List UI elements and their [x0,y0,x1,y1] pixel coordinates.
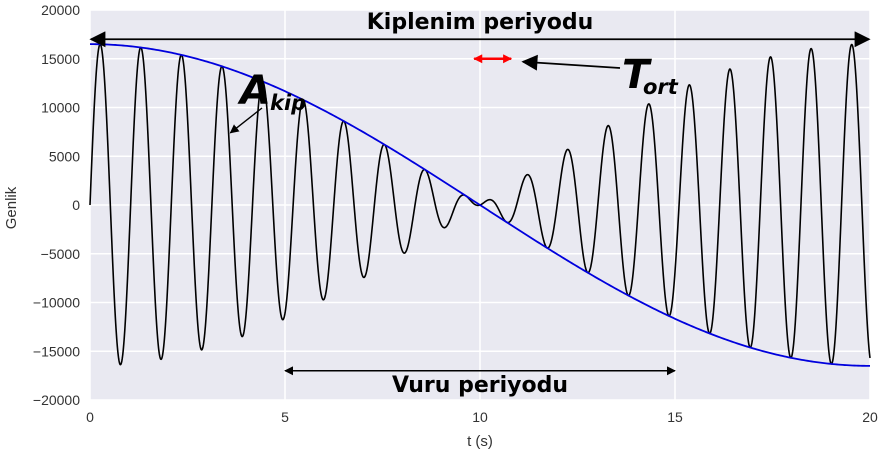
amplitude-symbol: A [237,68,271,114]
y-axis-label: Genlik [3,186,20,229]
x-tick-label: 15 [667,409,683,425]
x-axis-label: t (s) [467,433,493,450]
average-period-subscript: ort [643,75,679,99]
average-period-symbol: T [622,52,652,98]
y-tick-label: −5000 [41,246,81,262]
amplitude-subscript: kip [270,91,306,115]
y-tick-label: 15000 [41,51,80,67]
y-tick-label: −20000 [33,392,80,408]
x-tick-label: 10 [472,409,488,425]
amplitude-arrow [229,107,263,134]
y-tick-label: 5000 [49,148,80,164]
y-tick-label: 20000 [41,2,80,18]
average-period-pointer-arrow [521,54,621,71]
modulation-period-label: Kiplenim periyodu [367,10,594,35]
y-tick-label: 0 [72,197,80,213]
beat-period-label: Vuru periyodu [392,373,568,398]
x-tick-label: 20 [862,409,878,425]
tick-labels: 0 5 10 15 20 −20000 −15000 −10000 −5000 0 5000 1000… [33,2,878,425]
x-tick-label: 0 [86,409,94,425]
y-tick-label: −15000 [33,343,80,359]
y-tick-label: −10000 [33,295,80,311]
x-tick-label: 5 [281,409,289,425]
envelope-line [90,43,871,367]
series-layer [89,43,871,367]
y-tick-label: 10000 [41,100,80,116]
